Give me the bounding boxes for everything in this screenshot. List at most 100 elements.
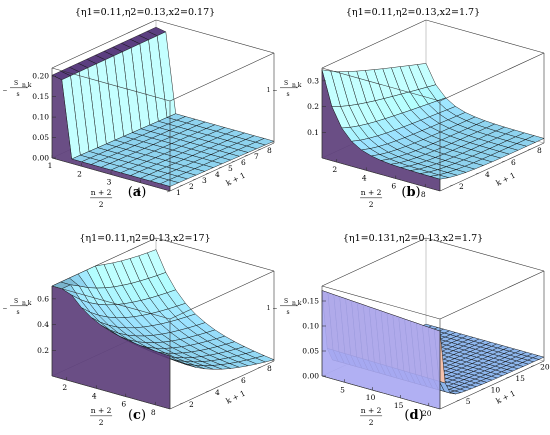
x-axis-label-numerator: n + 2 (361, 188, 382, 197)
z-tick-label: 0.10 (302, 322, 319, 331)
z-tick-label: 0.6 (37, 294, 49, 303)
y-tick-label: 20 (540, 363, 550, 372)
caption-letter: d (409, 408, 418, 423)
box-edge (321, 375, 441, 410)
y-tick-label: 2 (189, 182, 194, 191)
box-edge (321, 157, 441, 192)
x-tick-label: 2 (332, 165, 337, 174)
z-axis-label-subscript: n,k (292, 300, 302, 307)
z-tick-label: 0.10 (32, 113, 49, 122)
caption-paren-close: ) (141, 185, 146, 200)
y-tick (257, 148, 262, 151)
box-edge (439, 142, 545, 192)
z-axis-label-prefix: 1 − (0, 305, 7, 312)
box-edge (425, 19, 545, 54)
caption-letter: a (133, 185, 142, 200)
box-edge (439, 360, 545, 410)
z-tick-label: 0.00 (302, 372, 319, 381)
panel-title: {η1=0.11,η2=0.13,x2=17} (79, 233, 210, 244)
z-tick-label: 0.2 (37, 346, 49, 355)
y-tick-label: 6 (241, 376, 246, 385)
y-tick (506, 376, 510, 379)
z-axis-label-subscript: n,k (22, 82, 32, 89)
y-tick-label: 1 (176, 188, 181, 197)
z-tick-label: 0.05 (32, 133, 49, 142)
y-tick (475, 172, 480, 175)
caption-paren-close: ) (416, 185, 421, 200)
z-tick-label: 0.05 (302, 347, 319, 356)
z-tick-label: 0.15 (302, 297, 319, 306)
z-axis-label-prefix: 1 − (267, 305, 278, 312)
z-axis-label-denominator: s (286, 309, 289, 316)
panel-title: {η1=0.131,η2=0.13,x2=1.7} (343, 233, 483, 244)
box-edge (321, 285, 441, 320)
y-tick-label: 8 (267, 146, 272, 155)
box-edge (155, 237, 275, 272)
y-tick-label: 4 (215, 170, 220, 179)
y-tick (449, 184, 454, 187)
panel-caption: (d) (404, 408, 423, 423)
caption-paren-close: ) (419, 408, 424, 423)
x-axis-label-numerator: n + 2 (91, 406, 112, 415)
x-tick-label: 4 (136, 186, 141, 195)
x-axis-label-numerator: n + 2 (361, 406, 382, 415)
y-tick (481, 388, 485, 390)
x-axis-label-denominator: 2 (369, 418, 374, 427)
y-tick (231, 160, 236, 163)
y-tick (456, 399, 460, 402)
y-tick (192, 178, 197, 181)
box-edge (425, 237, 545, 272)
z-tick-label: 0.2 (307, 102, 319, 111)
z-axis-label-prefix: 1 − (267, 87, 278, 94)
x-tick-label: 4 (92, 391, 97, 400)
x-tick-label: 10 (366, 393, 376, 402)
caption-paren-open: ( (401, 185, 406, 200)
caption-paren-open: ( (404, 408, 409, 423)
x-axis-label-denominator: 2 (99, 418, 104, 427)
panel-title: {η1=0.11,η2=0.13,x2=0.17} (75, 7, 215, 18)
panel-title: {η1=0.11,η2=0.13,x2=1.7} (346, 7, 480, 18)
panel-caption: (a) (128, 185, 147, 200)
box-edge (321, 237, 427, 287)
y-tick (179, 184, 184, 187)
panel-c: {η1=0.11,η2=0.13,x2=17} 0.2 0.4 0.6 2 4 6 8 2 4 6 8… (0, 233, 275, 427)
panel-caption: (b) (401, 185, 420, 200)
z-axis-label-denominator: s (16, 91, 19, 98)
z-axis-label-subscript: n,k (292, 82, 302, 89)
box-edge (169, 360, 275, 410)
z-axis-label-numerator: S (284, 80, 288, 87)
x-tick-label: 6 (391, 182, 396, 191)
y-tick-label: 5 (466, 397, 471, 406)
caption-paren-close: ) (141, 408, 146, 423)
y-tick (527, 148, 532, 151)
y-tick (205, 172, 210, 175)
z-tick-label: 0.00 (32, 154, 49, 163)
x-tick-label: 3 (107, 178, 112, 187)
z-axis-label-prefix: 1 − (0, 87, 7, 94)
box-edge (439, 270, 545, 320)
z-axis-label-denominator: s (16, 309, 19, 316)
z-tick-label: 0.4 (37, 320, 49, 329)
y-tick-label: 8 (537, 146, 542, 155)
x-tick-label: 8 (151, 408, 156, 417)
box-edge (439, 52, 545, 102)
x-tick-label: 15 (394, 401, 404, 410)
y-tick (501, 160, 506, 163)
caption-letter: b (406, 185, 415, 200)
y-axis-label: k + 1 (225, 389, 247, 406)
panel-a: {η1=0.11,η2=0.13,x2=0.17} 0.00 0.05 0.10 0.1… (0, 7, 275, 209)
x-tick-label: 2 (62, 383, 67, 392)
box-edge (155, 19, 275, 54)
x-axis-label-denominator: 2 (99, 200, 104, 209)
z-tick-label: 0.20 (32, 72, 49, 81)
z-tick-label: 0.1 (307, 128, 319, 137)
y-tick-label: 7 (254, 152, 259, 161)
y-tick (231, 378, 236, 381)
box-edge (51, 285, 171, 320)
y-axis-label: k + 1 (495, 171, 517, 188)
caption-letter: c (133, 408, 141, 423)
z-tick-label: 0.15 (32, 92, 49, 101)
z-axis-label-subscript: n,k (22, 300, 32, 307)
y-tick-label: 4 (215, 388, 220, 397)
